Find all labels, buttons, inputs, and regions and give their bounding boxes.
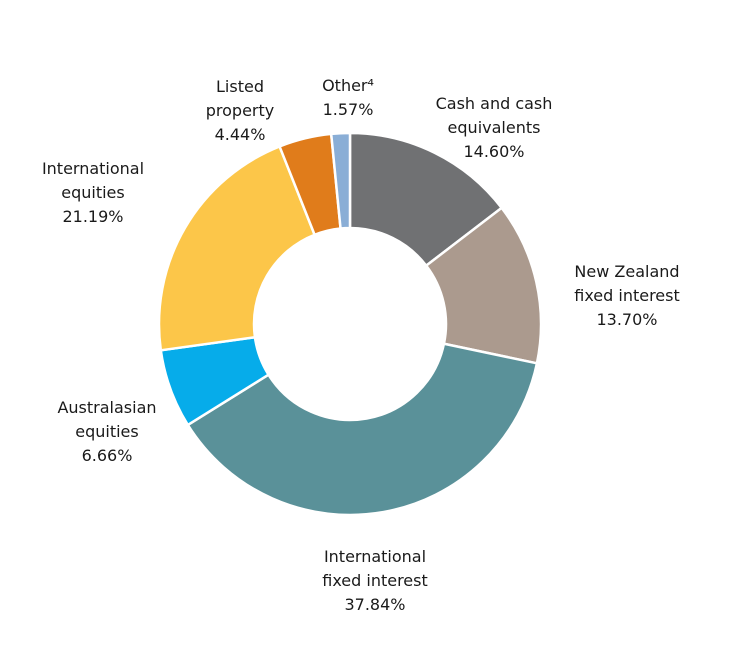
slice-label-international-fixed-interest: International fixed interest 37.84%	[322, 545, 428, 617]
slice-label-name: Cash and cash equivalents	[435, 94, 553, 137]
pie-slice-international-fixed-interest	[186, 342, 539, 517]
pie-slice-other	[329, 131, 352, 230]
slice-label-name: Australasian equities	[57, 398, 157, 441]
slice-label-international-equities: International equities 21.19%	[42, 157, 144, 229]
slice-label-name: International fixed interest	[322, 547, 428, 590]
slice-label-name: International equities	[41, 159, 145, 202]
slice-label-value: 4.44%	[214, 125, 266, 144]
slice-label-australasian-equities: Australasian equities 6.66%	[57, 396, 156, 468]
slice-label-value: 14.60%	[463, 142, 525, 161]
slice-label-value: 37.84%	[344, 595, 406, 614]
slice-label-value: 13.70%	[596, 310, 658, 329]
slice-label-listed-property: Listed property 4.44%	[206, 75, 275, 147]
slice-label-other: Other⁴ 1.57%	[322, 74, 374, 122]
slice-label-value: 21.19%	[62, 207, 124, 226]
pie-slice-cash-and-cash-equivalents	[348, 131, 503, 267]
slice-label-value: 6.66%	[81, 446, 133, 465]
slice-label-name: Other⁴	[322, 76, 374, 95]
slice-label-value: 1.57%	[322, 100, 374, 119]
pie-slice-international-equities	[157, 145, 316, 352]
slice-label-name: Listed property	[205, 77, 275, 120]
slice-label-new-zealand-fixed-interest: New Zealand fixed interest 13.70%	[574, 260, 680, 332]
slice-label-cash-and-cash-equivalents: Cash and cash equivalents 14.60%	[436, 92, 553, 164]
slice-label-name: New Zealand fixed interest	[574, 262, 680, 305]
